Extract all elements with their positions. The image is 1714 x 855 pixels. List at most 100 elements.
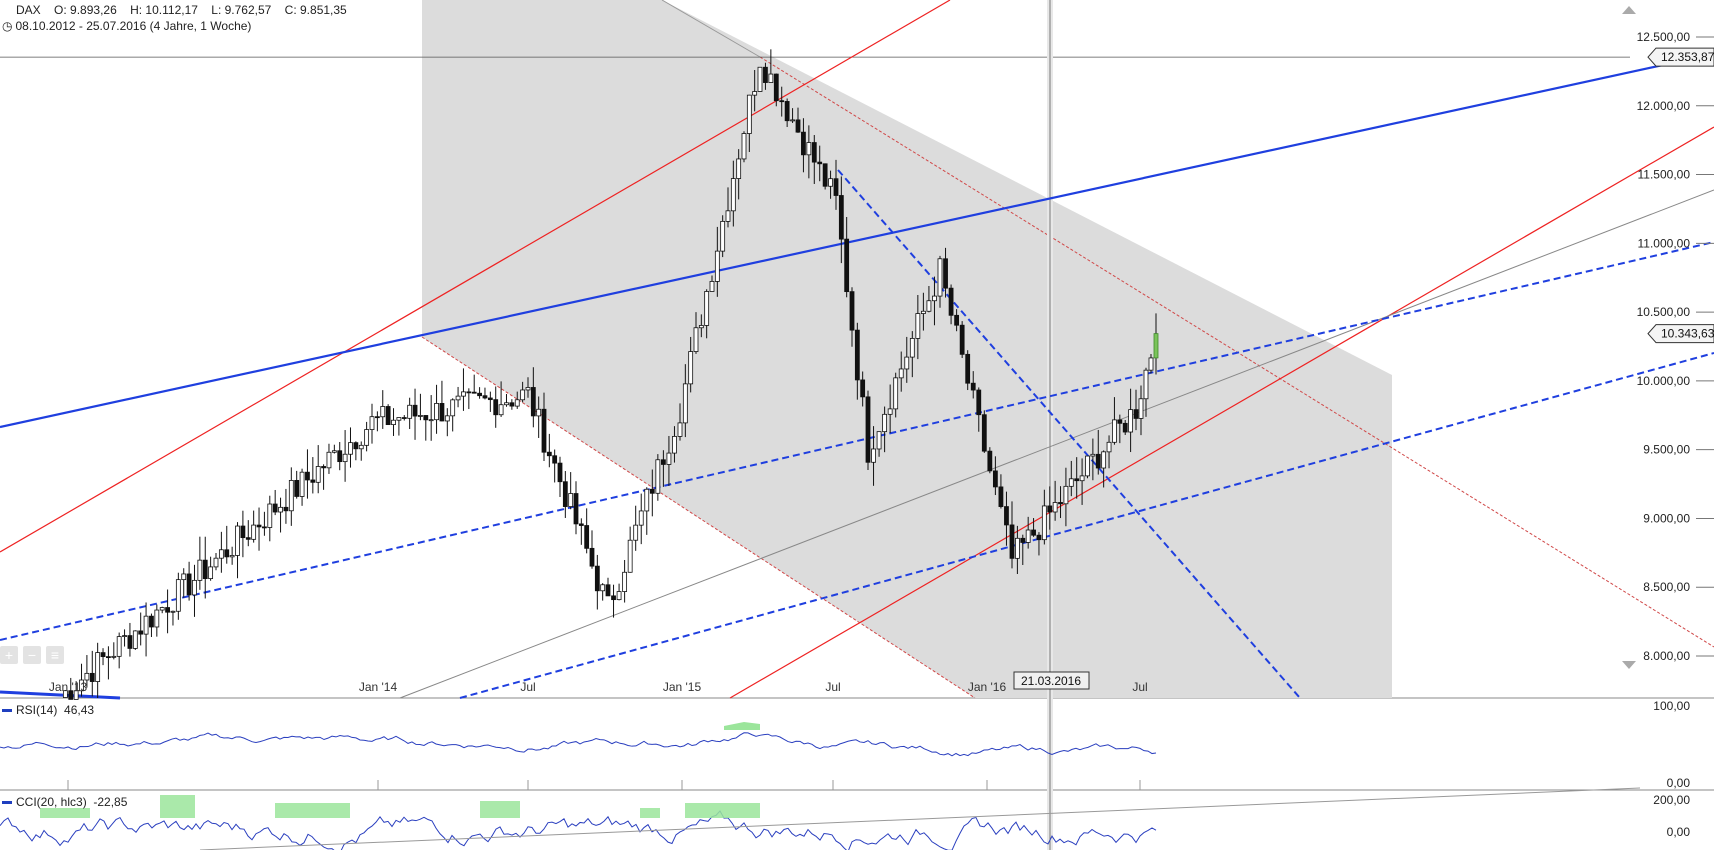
candle-body bbox=[68, 690, 74, 700]
candle-body bbox=[817, 161, 823, 165]
close-value: C: 9.851,35 bbox=[284, 3, 347, 17]
x-tick-label: Jan '14 bbox=[359, 680, 398, 694]
candle-body bbox=[288, 480, 294, 512]
candle-body bbox=[1112, 419, 1117, 443]
candle-body bbox=[418, 415, 423, 417]
candle-body bbox=[860, 379, 866, 398]
candle-body bbox=[256, 524, 262, 528]
y-tick-label: 12.000,00 bbox=[1637, 99, 1691, 113]
candle-body bbox=[455, 395, 461, 401]
cci-trendline bbox=[199, 787, 1641, 851]
candle-body bbox=[1068, 478, 1074, 487]
candle-body bbox=[423, 415, 429, 421]
rsi-line bbox=[0, 732, 1157, 757]
candle-body bbox=[682, 383, 688, 424]
cci-label[interactable]: CCI(20, hlc3) -22,85 bbox=[2, 795, 127, 809]
zoom-in-button[interactable]: + bbox=[0, 646, 18, 664]
candle-body bbox=[213, 557, 219, 568]
candle-body bbox=[822, 163, 828, 187]
candle-body bbox=[965, 353, 971, 384]
candle-body bbox=[1143, 369, 1149, 400]
candle-body bbox=[1138, 398, 1144, 419]
last-price-tag-text: 10.343,63 bbox=[1661, 327, 1714, 341]
candle-body bbox=[1148, 357, 1154, 371]
candle-body bbox=[165, 607, 170, 613]
candle-body bbox=[568, 493, 574, 507]
cci-overbought-fill bbox=[40, 808, 90, 818]
candle-body bbox=[466, 391, 472, 394]
candle-body bbox=[943, 258, 948, 289]
settings-button[interactable]: ≡ bbox=[46, 646, 64, 664]
candle-body bbox=[143, 615, 149, 635]
candle-body bbox=[235, 525, 240, 556]
y-tick-label: 9.000,00 bbox=[1643, 511, 1690, 525]
candle-body bbox=[493, 399, 499, 416]
candle-body bbox=[407, 404, 413, 419]
candle-body bbox=[310, 479, 316, 483]
candle-body bbox=[627, 539, 633, 573]
candle-body bbox=[811, 142, 817, 163]
candle-body bbox=[752, 91, 758, 96]
y-tick-label: 11.000,00 bbox=[1638, 236, 1691, 250]
cci-name: CCI(20, hlc3) bbox=[16, 795, 87, 809]
candle-body bbox=[970, 382, 976, 391]
candle-body bbox=[240, 525, 246, 539]
candle-body bbox=[633, 524, 639, 541]
candle-body bbox=[622, 571, 628, 592]
rsi-legend-swatch bbox=[2, 709, 12, 713]
candle-body bbox=[801, 131, 806, 156]
candle-body bbox=[262, 526, 267, 529]
candle-body bbox=[876, 431, 882, 450]
candle-body bbox=[655, 459, 661, 494]
candle-body bbox=[720, 220, 726, 252]
candle-body bbox=[73, 690, 79, 700]
candle-body bbox=[79, 679, 84, 692]
candle-body bbox=[730, 178, 736, 212]
candle-body bbox=[1031, 529, 1036, 536]
rsi-label[interactable]: RSI(14) 46,43 bbox=[2, 703, 94, 717]
crosshair-date-box bbox=[1013, 671, 1090, 690]
candle-body bbox=[937, 258, 943, 297]
candle-body bbox=[1025, 529, 1031, 543]
y-tick-label: 8.000,00 bbox=[1643, 649, 1690, 663]
candle-body bbox=[498, 404, 504, 416]
cci-line bbox=[0, 810, 1157, 854]
candle-body bbox=[882, 413, 888, 433]
candle-body bbox=[1009, 524, 1015, 559]
level-price-tag-text: 12.353,87 bbox=[1661, 50, 1714, 64]
candle-body bbox=[909, 338, 915, 358]
candle-body bbox=[904, 356, 910, 370]
zoom-out-button[interactable]: − bbox=[23, 646, 41, 664]
channel-lower-line bbox=[421, 336, 976, 699]
candle-body bbox=[181, 573, 187, 581]
candle-body bbox=[380, 406, 386, 418]
candle-body bbox=[278, 506, 283, 513]
grey-trendline bbox=[399, 189, 1714, 699]
candle-body bbox=[305, 471, 310, 481]
candle-body bbox=[267, 503, 273, 528]
candle-body bbox=[948, 287, 954, 316]
candle-body bbox=[992, 470, 998, 488]
candle-body bbox=[605, 584, 611, 597]
candle-body bbox=[116, 636, 122, 657]
x-tick-label: Jul bbox=[520, 680, 535, 694]
candle-body bbox=[434, 403, 439, 421]
candle-body bbox=[364, 429, 370, 446]
candle-body bbox=[746, 94, 752, 134]
candle-body bbox=[504, 402, 509, 406]
candle-body bbox=[954, 314, 960, 326]
candle-body bbox=[127, 635, 133, 649]
x-tick-label: Jul bbox=[825, 680, 840, 694]
candle-body bbox=[520, 389, 526, 401]
cci-overbought-fill bbox=[640, 808, 660, 818]
candle-body bbox=[192, 579, 197, 596]
candle-body bbox=[401, 417, 407, 419]
red-trendline-upper bbox=[0, 0, 951, 553]
candle-body bbox=[672, 435, 677, 454]
range-header: ◷ 08.10.2012 - 25.07.2016 (4 Jahre, 1 Woc… bbox=[2, 19, 261, 33]
candle-body bbox=[773, 73, 779, 102]
rsi-name: RSI(14) bbox=[16, 703, 58, 717]
candle-body bbox=[132, 630, 138, 649]
